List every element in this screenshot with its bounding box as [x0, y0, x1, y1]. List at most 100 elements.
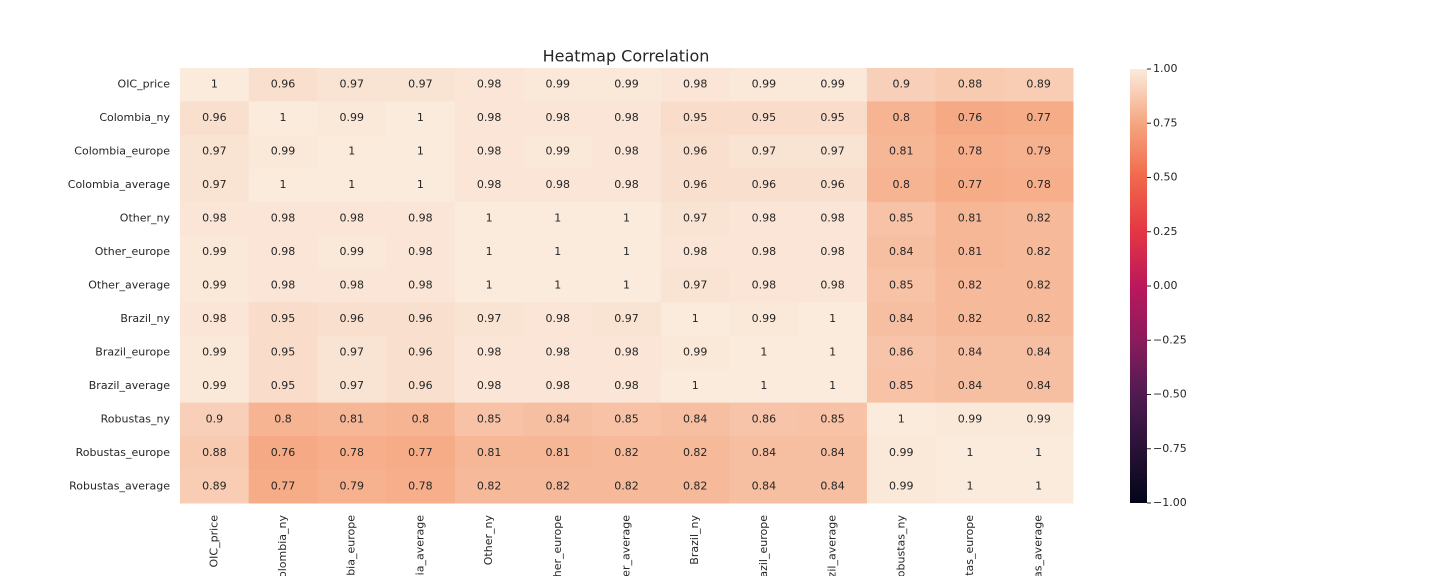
cell-label: 0.95: [820, 111, 845, 124]
heatmap-cell: [386, 268, 456, 303]
cell-label: 0.84: [752, 479, 777, 492]
cell-label: 0.77: [408, 446, 433, 459]
heatmap-cell: [454, 268, 524, 303]
cell-label: 0.99: [820, 78, 845, 91]
heatmap-cell: [180, 369, 250, 404]
cell-label: 1: [829, 379, 836, 392]
heatmap-cell: [454, 369, 524, 404]
cell-label: 1: [898, 412, 905, 425]
heatmap-cell: [729, 235, 799, 270]
heatmap-cell: [386, 201, 456, 236]
heatmap-cell: [1004, 469, 1074, 504]
cell-label: 0.99: [339, 245, 364, 258]
cell-label: 0.82: [1026, 312, 1051, 325]
cell-label: 0.84: [820, 479, 845, 492]
cell-label: 0.97: [477, 312, 502, 325]
y-tick-label: Robustas_europe: [76, 446, 171, 459]
heatmap-cell: [798, 201, 868, 236]
heatmap-cell: [798, 268, 868, 303]
x-tick-label: Robustas_europe: [963, 515, 976, 576]
cell-label: 0.99: [752, 78, 777, 91]
heatmap-cell: [1004, 302, 1074, 337]
cell-label: 0.84: [889, 312, 914, 325]
cell-label: 0.97: [752, 145, 777, 158]
heatmap-cell: [248, 235, 318, 270]
heatmap-cell: [729, 335, 799, 370]
heatmap-cell: [935, 101, 1005, 136]
cell-label: 0.98: [339, 279, 364, 292]
heatmap-cell: [729, 168, 799, 203]
heatmap-cell: [729, 436, 799, 471]
cell-label: 0.8: [274, 412, 292, 425]
heatmap-cell: [523, 134, 593, 169]
cell-label: 0.86: [752, 412, 777, 425]
cell-label: 1: [417, 178, 424, 191]
heatmap-cell: [798, 436, 868, 471]
heatmap-cell: [317, 201, 387, 236]
y-tick-label: Other_europe: [95, 245, 170, 258]
heatmap-cell: [592, 302, 662, 337]
cell-label: 0.98: [820, 279, 845, 292]
cell-label: 0.82: [683, 446, 708, 459]
cell-label: 0.99: [1026, 412, 1051, 425]
cell-label: 0.99: [958, 412, 983, 425]
heatmap-cell: [660, 436, 731, 471]
heatmap-cell: [386, 469, 456, 504]
heatmap-cell: [592, 134, 662, 169]
heatmap-cell: [866, 168, 937, 203]
heatmap-cell: [317, 402, 387, 437]
cell-label: 1: [760, 379, 767, 392]
colorbar: [1130, 69, 1147, 503]
y-tick-label: Robustas_ny: [101, 412, 171, 425]
heatmap-cell: [317, 68, 387, 102]
cell-label: 0.86: [889, 345, 914, 358]
x-tick-label: Brazil_average: [826, 515, 839, 576]
cell-label: 1: [486, 212, 493, 225]
cell-label: 0.85: [889, 279, 914, 292]
heatmap-cell: [248, 201, 318, 236]
heatmap-cell: [454, 68, 524, 102]
heatmap-cell: [1004, 369, 1074, 404]
heatmap-cell: [180, 68, 250, 102]
heatmap-cell: [386, 134, 456, 169]
y-tick-label: Other_average: [88, 279, 170, 292]
heatmap-cell: [248, 168, 318, 203]
heatmap-cell: [798, 68, 868, 102]
cell-label: 0.97: [408, 78, 433, 91]
heatmap-cell: [660, 68, 731, 102]
cell-label: 0.98: [752, 212, 777, 225]
cell-label: 0.82: [958, 312, 983, 325]
cell-label: 0.82: [958, 279, 983, 292]
heatmap-cell: [248, 302, 318, 337]
heatmap-cell: [248, 402, 318, 437]
heatmap-cell: [523, 335, 593, 370]
cell-label: 0.98: [752, 279, 777, 292]
cell-label: 0.99: [614, 78, 639, 91]
cell-label: 0.98: [271, 245, 296, 258]
heatmap-cell: [798, 469, 868, 504]
cell-label: 1: [1035, 479, 1042, 492]
cell-label: 0.97: [202, 178, 227, 191]
y-tick-label: Other_ny: [120, 212, 171, 225]
y-tick-label: Brazil_ny: [120, 312, 170, 325]
heatmap-cell: [180, 235, 250, 270]
heatmap-cell: [180, 302, 250, 337]
cell-label: 0.84: [820, 446, 845, 459]
heatmap-cell: [317, 369, 387, 404]
colorbar-tick-label: 1.00: [1153, 62, 1178, 75]
cell-label: 1: [760, 345, 767, 358]
cell-label: 0.84: [752, 446, 777, 459]
cell-label: 0.97: [820, 145, 845, 158]
heatmap-cell: [592, 235, 662, 270]
cell-label: 0.98: [614, 345, 639, 358]
heatmap-cell: [935, 268, 1005, 303]
cell-label: 0.84: [1026, 379, 1051, 392]
cell-label: 1: [966, 479, 973, 492]
cell-label: 0.98: [820, 212, 845, 225]
cell-label: 0.88: [202, 446, 227, 459]
heatmap-cell: [523, 268, 593, 303]
cell-label: 0.98: [614, 178, 639, 191]
cell-label: 0.81: [339, 412, 364, 425]
heatmap-cell: [660, 369, 731, 404]
